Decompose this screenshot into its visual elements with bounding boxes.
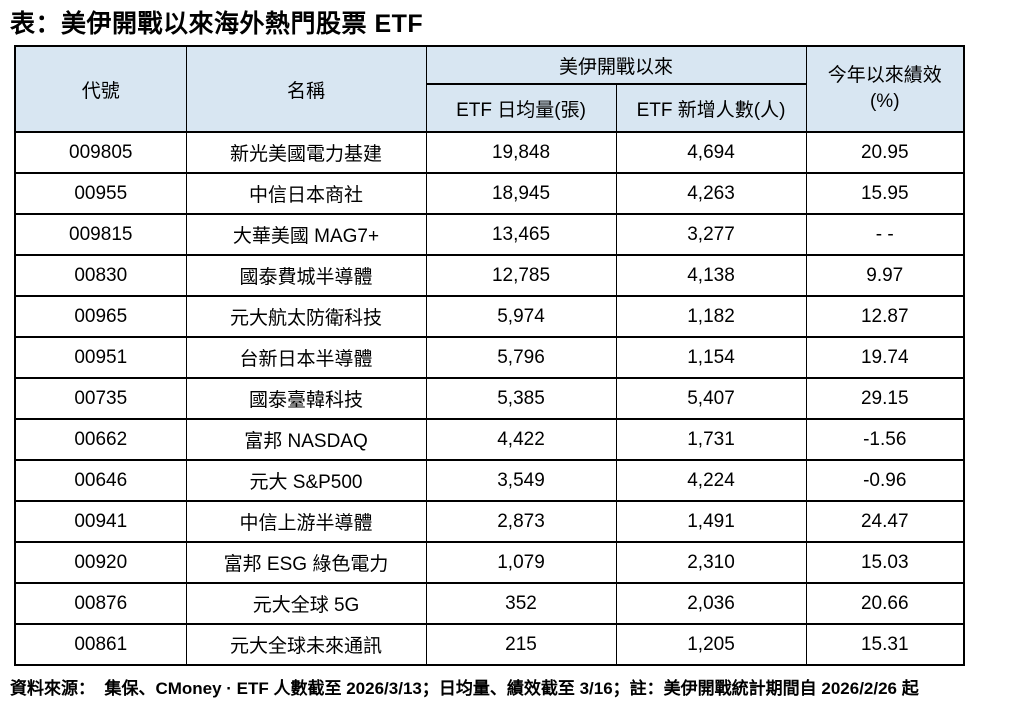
cell-new-investors: 1,182: [615, 295, 807, 338]
etf-table: 代號 名稱 美伊開戰以來 今年以來績效 (%) ETF 日均量(張) ETF 新…: [14, 45, 966, 666]
header-code: 代號: [14, 45, 187, 133]
cell-avg-volume: 3,549: [425, 459, 617, 502]
table-body: 009805 新光美國電力基建 19,848 4,694 20.95 00955…: [14, 131, 965, 666]
cell-avg-volume: 352: [425, 582, 617, 625]
cell-name: 富邦 NASDAQ: [185, 418, 427, 461]
table-row: 009815 大華美國 MAG7+ 13,465 3,277 - -: [14, 213, 965, 256]
cell-code: 00861: [14, 623, 187, 666]
table-title: 表：美伊開戰以來海外熱門股票 ETF: [10, 10, 424, 38]
cell-avg-volume: 5,796: [425, 336, 617, 379]
cell-new-investors: 4,263: [615, 172, 807, 215]
table-row: 00965 元大航太防衛科技 5,974 1,182 12.87: [14, 295, 965, 338]
cell-new-investors: 2,310: [615, 541, 807, 584]
cell-name: 國泰臺韓科技: [185, 377, 427, 420]
cell-code: 00646: [14, 459, 187, 502]
cell-ytd: 15.95: [805, 172, 965, 215]
header-row-sub: ETF 日均量(張) ETF 新增人數(人): [15, 83, 964, 133]
cell-new-investors: 2,036: [615, 582, 807, 625]
cell-avg-volume: 1,079: [425, 541, 617, 584]
cell-new-investors: 4,694: [615, 131, 807, 174]
header-new-investors: ETF 新增人數(人): [615, 83, 807, 133]
cell-name: 中信上游半導體: [185, 500, 427, 543]
cell-name: 台新日本半導體: [185, 336, 427, 379]
table-row: 00955 中信日本商社 18,945 4,263 15.95: [14, 172, 965, 215]
cell-name: 富邦 ESG 綠色電力: [185, 541, 427, 584]
table-header: 代號 名稱 美伊開戰以來 今年以來績效 (%) ETF 日均量(張) ETF 新…: [14, 45, 965, 133]
table-row: 00861 元大全球未來通訊 215 1,205 15.31: [14, 623, 965, 666]
cell-ytd: -1.56: [805, 418, 965, 461]
cell-name: 元大全球 5G: [185, 582, 427, 625]
cell-new-investors: 1,154: [615, 336, 807, 379]
cell-code: 00965: [14, 295, 187, 338]
cell-ytd: 19.74: [805, 336, 965, 379]
cell-new-investors: 1,491: [615, 500, 807, 543]
cell-code: 00876: [14, 582, 187, 625]
cell-code: 00735: [14, 377, 187, 420]
cell-code: 009815: [14, 213, 187, 256]
cell-avg-volume: 215: [425, 623, 617, 666]
cell-name: 新光美國電力基建: [185, 131, 427, 174]
cell-avg-volume: 2,873: [425, 500, 617, 543]
cell-new-investors: 1,205: [615, 623, 807, 666]
cell-ytd: 9.97: [805, 254, 965, 297]
cell-code: 00662: [14, 418, 187, 461]
cell-ytd: 20.66: [805, 582, 965, 625]
header-ytd-line1: 今年以來績效: [827, 65, 942, 87]
cell-code: 00951: [14, 336, 187, 379]
cell-name: 大華美國 MAG7+: [185, 213, 427, 256]
cell-ytd: 12.87: [805, 295, 965, 338]
table-row: 00920 富邦 ESG 綠色電力 1,079 2,310 15.03: [14, 541, 965, 584]
cell-code: 00830: [14, 254, 187, 297]
table-row: 00830 國泰費城半導體 12,785 4,138 9.97: [14, 254, 965, 297]
cell-ytd: - -: [805, 213, 965, 256]
cell-code: 00955: [14, 172, 187, 215]
cell-name: 國泰費城半導體: [185, 254, 427, 297]
cell-avg-volume: 5,974: [425, 295, 617, 338]
cell-code: 00920: [14, 541, 187, 584]
table-row: 00735 國泰臺韓科技 5,385 5,407 29.15: [14, 377, 965, 420]
cell-code: 00941: [14, 500, 187, 543]
cell-ytd: 24.47: [805, 500, 965, 543]
cell-name: 元大航太防衛科技: [185, 295, 427, 338]
cell-avg-volume: 13,465: [425, 213, 617, 256]
header-ytd-line2: (%): [869, 91, 900, 112]
header-ytd-performance: 今年以來績效 (%): [805, 45, 965, 133]
cell-name: 元大全球未來通訊: [185, 623, 427, 666]
header-name: 名稱: [185, 45, 427, 133]
cell-name: 元大 S&P500: [185, 459, 427, 502]
table-row: 00941 中信上游半導體 2,873 1,491 24.47: [14, 500, 965, 543]
cell-avg-volume: 19,848: [425, 131, 617, 174]
cell-new-investors: 5,407: [615, 377, 807, 420]
header-war-group: 美伊開戰以來: [425, 45, 807, 85]
table-row: 00876 元大全球 5G 352 2,036 20.66: [14, 582, 965, 625]
table-row: 00662 富邦 NASDAQ 4,422 1,731 -1.56: [14, 418, 965, 461]
cell-code: 009805: [14, 131, 187, 174]
cell-new-investors: 4,224: [615, 459, 807, 502]
table-row: 009805 新光美國電力基建 19,848 4,694 20.95: [14, 131, 965, 174]
cell-avg-volume: 18,945: [425, 172, 617, 215]
cell-avg-volume: 4,422: [425, 418, 617, 461]
cell-new-investors: 4,138: [615, 254, 807, 297]
table-row: 00646 元大 S&P500 3,549 4,224 -0.96: [14, 459, 965, 502]
cell-new-investors: 1,731: [615, 418, 807, 461]
cell-new-investors: 3,277: [615, 213, 807, 256]
cell-ytd: 29.15: [805, 377, 965, 420]
cell-ytd: 15.03: [805, 541, 965, 584]
cell-avg-volume: 5,385: [425, 377, 617, 420]
source-note: 資料來源： 集保、CMoney · ETF 人數截至 2026/3/13；日均量…: [10, 679, 919, 698]
cell-ytd: 15.31: [805, 623, 965, 666]
cell-ytd: -0.96: [805, 459, 965, 502]
table-row: 00951 台新日本半導體 5,796 1,154 19.74: [14, 336, 965, 379]
header-avg-volume: ETF 日均量(張): [425, 83, 617, 133]
cell-ytd: 20.95: [805, 131, 965, 174]
cell-name: 中信日本商社: [185, 172, 427, 215]
header-row-group: 代號 名稱 美伊開戰以來 今年以來績效 (%): [14, 45, 965, 133]
cell-avg-volume: 12,785: [425, 254, 617, 297]
